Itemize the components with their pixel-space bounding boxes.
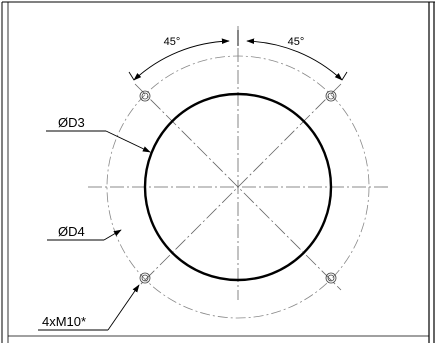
bolt-hole — [325, 90, 337, 102]
center-lines — [88, 26, 390, 300]
bolt-hole — [139, 90, 151, 102]
leader-outer-diameter — [47, 229, 122, 241]
angle-label-right: 45° — [288, 36, 305, 48]
leader-inner-diameter — [46, 130, 151, 153]
angle-label-left: 45° — [164, 36, 181, 48]
bolt-hole — [139, 272, 151, 284]
bolt-hole — [325, 272, 337, 284]
leader-holes — [38, 284, 140, 331]
bolt-holes — [139, 90, 337, 284]
outer-diameter-label: ØD4 — [58, 224, 85, 239]
holes-label: 4xM10* — [42, 314, 86, 329]
angle-dimension-left — [128, 38, 230, 81]
inner-diameter-label: ØD3 — [58, 115, 85, 130]
inner-diameter-circle — [143, 92, 333, 282]
outer-bolt-circle — [106, 55, 370, 319]
angle-dimension-right — [246, 38, 348, 81]
